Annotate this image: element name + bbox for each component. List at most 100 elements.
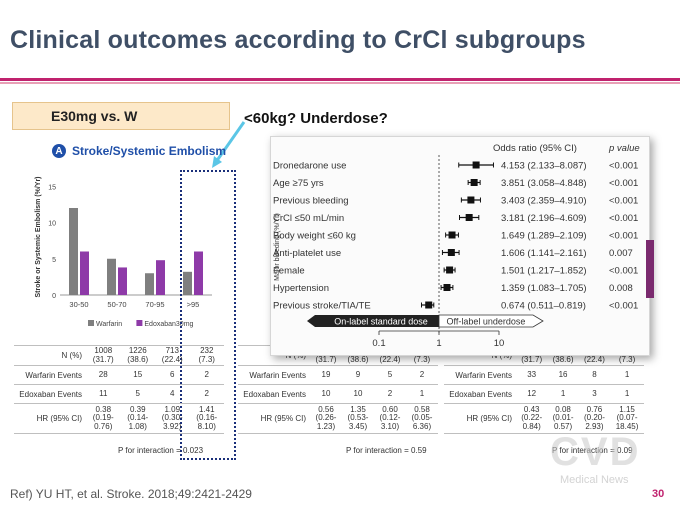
- p-value: <0.001: [609, 213, 638, 224]
- off-label-arrow-text: Off-label underdose: [447, 317, 526, 327]
- table-cell: 6: [155, 365, 190, 385]
- table-cell: 0.76 (0.20- 2.93): [578, 403, 611, 434]
- callout-arrow-line: [214, 121, 246, 163]
- table-cell: 10: [342, 384, 374, 404]
- table-cell: 1.09 (0.30- 3.92): [155, 403, 190, 434]
- callout-arrow: [212, 121, 246, 168]
- table-row: N (%)1008 (31.7)1226 (38.6)713 (22.4)232…: [14, 345, 224, 366]
- table-row: Warfarin Events 19 9 5 2: [238, 365, 438, 385]
- table-cell: 15: [120, 365, 155, 385]
- table-cell: 5: [120, 384, 155, 404]
- column-header-or: Odds ratio (95% CI): [493, 143, 577, 154]
- table-cell: 0.39 (0.14- 1.08): [120, 403, 155, 434]
- forest-row-label: Previous stroke/TIA/TE: [273, 301, 371, 312]
- table-cell: 1.41 (0.16- 8.10): [189, 403, 224, 434]
- table-cell: 3: [578, 384, 611, 404]
- bar-warfarin: [107, 258, 116, 295]
- table-cell: 0.60 (0.12- 3.10): [374, 403, 406, 434]
- forest-row-label: Body weight ≤60 kg: [273, 231, 356, 242]
- forest-row-label: Hypertension: [273, 283, 329, 294]
- or-value: 1.501 (1.217–1.852): [501, 266, 587, 277]
- p-interaction-bleeding: P for interaction = 0.59: [346, 446, 427, 455]
- p-value: 0.007: [609, 248, 633, 259]
- legend-label: Edoxaban30mg: [144, 321, 193, 328]
- table-cell: 0.56 (0.26- 1.23): [310, 403, 342, 434]
- table-row: Edoxaban Events 12 1 3 1: [444, 384, 644, 404]
- x-tick-label: 30-50: [69, 300, 88, 309]
- y-tick-label: 0: [52, 293, 56, 300]
- table-cell: 1: [406, 384, 438, 404]
- bar-edoxaban30mg: [194, 251, 203, 295]
- forest-y-label: Major bleeding (%/Yr): [274, 213, 281, 281]
- p-interaction-death: P for interaction = 0.09: [552, 446, 633, 455]
- forest-tick-label: 10: [494, 338, 505, 349]
- or-point: [472, 161, 480, 169]
- p-value: 0.008: [609, 283, 633, 294]
- x-tick-label: 50-70: [107, 300, 126, 309]
- p-interaction-stroke: P for interaction = 0.023: [118, 446, 204, 455]
- table-cell: 1: [610, 365, 644, 385]
- off-label-arrow: [438, 314, 544, 328]
- table-cell: 1008 (31.7): [86, 345, 121, 366]
- watermark-logo: CVD: [550, 430, 641, 474]
- or-point: [443, 284, 451, 291]
- or-point: [425, 301, 433, 309]
- or-value: 3.851 (3.058–4.848): [501, 178, 587, 189]
- underdose-callout: <60kg? Underdose?: [244, 110, 388, 127]
- bar-warfarin: [145, 273, 154, 295]
- bar-edoxaban30mg: [118, 267, 127, 295]
- comparison-tag: E30mg vs. W: [12, 102, 230, 130]
- p-value: <0.001: [609, 196, 638, 207]
- table-cell: 1: [610, 384, 644, 404]
- callout-arrow-head: [212, 156, 222, 168]
- highlight-dotted-box: [180, 170, 236, 460]
- table-cell: 1226 (38.6): [120, 345, 155, 366]
- forest-tick-label: 0.1: [372, 338, 385, 349]
- table-cell: 1.15 (0.07- 18.45): [610, 403, 644, 434]
- forest-tick-label: 1: [436, 338, 441, 349]
- title-rule: [0, 78, 680, 81]
- table-cell: 0.38 (0.19- 0.76): [86, 403, 121, 434]
- table-cell: 8: [578, 365, 611, 385]
- or-value: 1.649 (1.289–2.109): [501, 231, 587, 242]
- table-cell: 0.58 (0.05- 6.36): [406, 403, 438, 434]
- table-row: HR (95% CI) 0.38 (0.19- 0.76) 0.39 (0.14- …: [14, 403, 224, 434]
- events-table-bleeding: N (%)1008 (31.7)1226 (38.6)713 (22.4)232…: [238, 345, 438, 434]
- table-cell: 28: [86, 365, 121, 385]
- x-tick-label: >95: [187, 300, 200, 309]
- page-number: 30: [652, 488, 665, 500]
- table-cell: 33: [516, 365, 548, 385]
- table-cell: 232 (7.3): [189, 345, 224, 366]
- table-row: HR (95% CI) 0.43 (0.22- 0.84) 0.08 (0.01- …: [444, 403, 644, 434]
- slide-title: Clinical outcomes according to CrCl subg…: [10, 26, 586, 54]
- panel-badge: A: [52, 144, 66, 158]
- reference-note: Ref) YU HT, et al. Stroke. 2018;49:2421-…: [10, 487, 252, 501]
- table-cell: 4: [155, 384, 190, 404]
- or-point: [465, 214, 473, 221]
- table-cell: 2: [189, 384, 224, 404]
- on-label-arrow-text: On-label standard dose: [334, 317, 428, 327]
- table-cell: 0.43 (0.22- 0.84): [516, 403, 548, 434]
- table-cell: 19: [310, 365, 342, 385]
- or-value: 4.153 (2.133–8.087): [501, 161, 587, 172]
- table-row: Edoxaban Events 10 10 2 1: [238, 384, 438, 404]
- watermark-subtext: Medical News: [560, 474, 629, 486]
- or-value: 3.181 (2.196–4.609): [501, 213, 587, 224]
- panel-a-header: A Stroke/Systemic Embolism: [52, 144, 226, 158]
- or-value: 0.674 (0.511–0.819): [501, 301, 586, 312]
- legend-swatch: [88, 320, 94, 326]
- bar-warfarin: [183, 271, 192, 295]
- or-value: 1.359 (1.083–1.705): [501, 283, 587, 294]
- table-cell: 16: [547, 365, 579, 385]
- forest-row-label: Female: [273, 266, 305, 277]
- table-cell: 0.08 (0.01- 0.57): [547, 403, 579, 434]
- forest-row-label: Previous bleeding: [273, 196, 349, 207]
- table-cell: 5: [374, 365, 406, 385]
- table-cell: 1.35 (0.53- 3.45): [342, 403, 374, 434]
- or-point: [470, 179, 478, 186]
- row-label: HR (95% CI): [444, 403, 516, 434]
- table-cell: 2: [374, 384, 406, 404]
- y-tick-label: 10: [48, 221, 56, 228]
- row-label: Edoxaban Events: [14, 384, 86, 404]
- table-cell: 1: [547, 384, 579, 404]
